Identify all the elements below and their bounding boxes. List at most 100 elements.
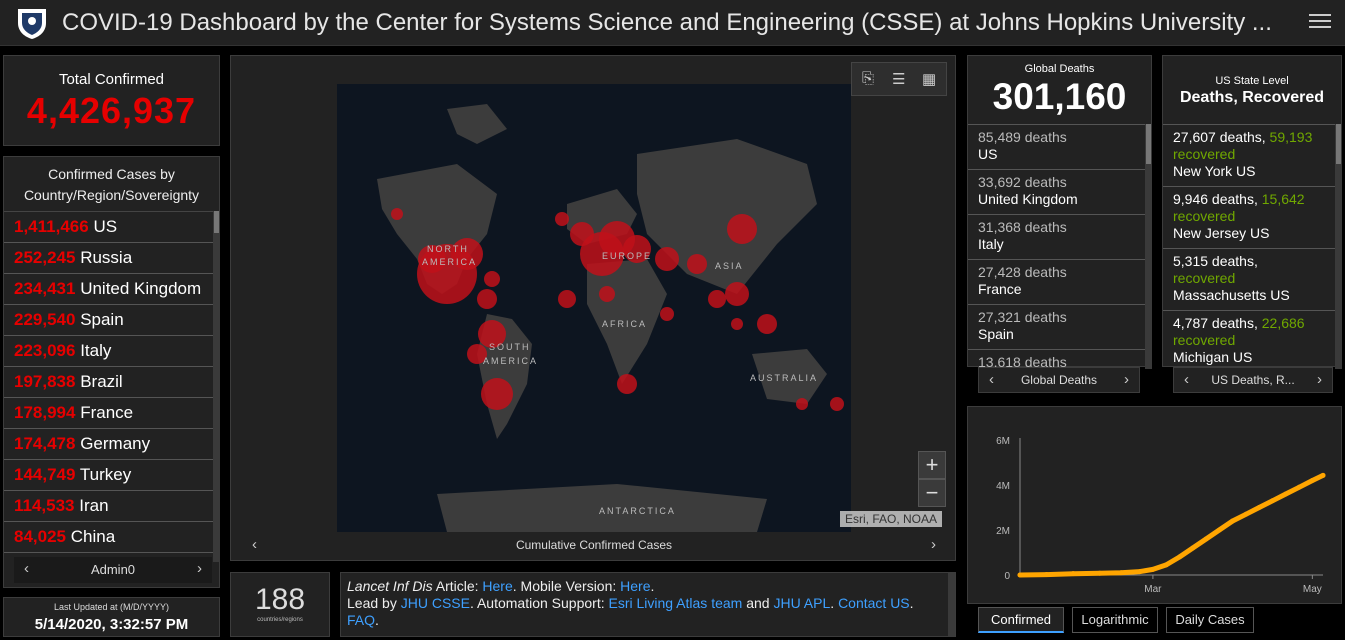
country-name: China [70, 527, 116, 546]
next-arrow-icon[interactable]: › [931, 536, 936, 553]
faq-link[interactable]: FAQ [347, 612, 376, 628]
death-place: France [978, 281, 1022, 297]
map-label-north: NORTH [427, 244, 469, 254]
basemap-gallery-icon[interactable]: ▦ [922, 71, 937, 88]
next-arrow-icon[interactable]: › [197, 560, 202, 577]
global-deaths-label: Global Deaths [1024, 63, 1095, 75]
lancet-label: Lancet Inf Dis [347, 578, 433, 594]
country-list-item[interactable]: 197,838 Brazil [4, 367, 213, 398]
jhu-csse-link[interactable]: JHU CSSE [400, 595, 470, 611]
global-deaths-scrollbar[interactable] [1145, 124, 1152, 369]
map-toolbar: ⎘ ☰ ▦ [851, 62, 947, 96]
confirmed-line-chart: 0 2M 4M 6M Mar May [996, 436, 1326, 595]
confirmed-data-point [1216, 527, 1222, 533]
country-list-item[interactable]: 223,096 Italy [4, 336, 213, 367]
esri-link[interactable]: Esri Living Atlas team [608, 595, 743, 611]
last-updated-panel: Last Updated at (M/D/YYYY) 5/14/2020, 3:… [3, 597, 220, 637]
state-deaths: 4,787 deaths, [1173, 315, 1262, 331]
global-deaths-item[interactable]: 31,368 deaths Italy [968, 215, 1145, 260]
countries-count-panel: 188 countries/regions [230, 572, 330, 637]
country-confirmed-count: 178,994 [14, 403, 76, 422]
country-list-item[interactable]: 84,025 China [4, 522, 213, 553]
us-state-list[interactable]: 27,607 deaths, 59,193 recovered New York U… [1163, 124, 1335, 369]
menu-icon[interactable] [1309, 10, 1331, 32]
country-list-item[interactable]: 1,411,466 US [4, 212, 213, 243]
bookmark-icon[interactable]: ⎘ [862, 70, 875, 87]
article-link[interactable]: Here [482, 578, 513, 594]
info-panel: Lancet Inf Dis Article: Here. Mobile Ver… [340, 572, 956, 637]
info-scrollbar[interactable] [948, 573, 955, 636]
country-list-item[interactable]: 234,431 United Kingdom [4, 274, 213, 305]
map-label-asia: ASIA [715, 261, 744, 271]
map-label-north-america: AMERICA [422, 257, 477, 267]
global-deaths-item[interactable]: 27,428 deaths France [968, 260, 1145, 305]
map-attribution: Esri, FAO, NOAA [839, 511, 942, 527]
tab-confirmed[interactable]: Confirmed [978, 607, 1064, 633]
country-name: Iran [79, 496, 109, 515]
contact-link[interactable]: Contact US [838, 595, 910, 611]
prev-arrow-icon[interactable]: ‹ [1184, 371, 1189, 388]
next-arrow-icon[interactable]: › [1317, 371, 1322, 388]
confirmed-data-point [1017, 572, 1023, 578]
country-name: Spain [80, 310, 124, 329]
tab-daily-cases[interactable]: Daily Cases [1166, 607, 1254, 633]
next-arrow-icon[interactable]: › [1124, 371, 1129, 388]
global-deaths-pager-label: Global Deaths [1020, 373, 1098, 387]
state-deaths: 27,607 deaths, [1173, 129, 1270, 145]
country-confirmed-count: 174,478 [14, 434, 76, 453]
global-deaths-pager: ‹ Global Deaths › [978, 367, 1140, 393]
us-state-pager: ‹ US Deaths, R... › [1173, 367, 1333, 393]
confirmed-series-line [1017, 472, 1326, 578]
country-name: Russia [80, 248, 133, 267]
death-count: 27,428 deaths [978, 264, 1067, 280]
country-name: Germany [80, 434, 151, 453]
country-list-item[interactable]: 144,749 Turkey [4, 460, 213, 491]
country-list-item[interactable]: 229,540 Spain [4, 305, 213, 336]
country-list-item[interactable]: 252,245 Russia [4, 243, 213, 274]
global-deaths-item[interactable]: 13,618 deaths [968, 350, 1145, 369]
us-state-label: US State Level [1215, 75, 1289, 87]
country-list-scrollbar[interactable] [213, 211, 220, 562]
country-list[interactable]: 1,411,466 US 252,245 Russia 234,431 United… [4, 211, 213, 562]
global-deaths-item[interactable]: 27,321 deaths Spain [968, 305, 1145, 350]
country-list-item[interactable]: 174,478 Germany [4, 429, 213, 460]
global-deaths-list[interactable]: 85,489 deaths US 33,692 deaths United Kingd… [968, 124, 1145, 369]
prev-arrow-icon[interactable]: ‹ [252, 536, 257, 553]
country-list-item[interactable]: 178,994 France [4, 398, 213, 429]
last-updated-value: 5/14/2020, 3:32:57 PM [34, 616, 189, 633]
state-recovered-count: 59,193 [1269, 129, 1313, 145]
country-confirmed-count: 234,431 [14, 279, 76, 298]
continents [377, 104, 827, 532]
us-state-item[interactable]: 4,787 deaths, 22,686 recovered Michigan US [1163, 311, 1335, 369]
us-state-item[interactable]: 5,315 deaths, recovered Massachusetts US [1163, 249, 1335, 311]
country-list-item[interactable]: 114,533 Iran [4, 491, 213, 522]
us-state-pager-label: US Deaths, R... [1211, 373, 1295, 387]
us-state-item[interactable]: 27,607 deaths, 59,193 recovered New York U… [1163, 125, 1335, 187]
map-label-south-america: AMERICA [483, 356, 538, 366]
country-name: Brazil [80, 372, 123, 391]
global-deaths-item[interactable]: 33,692 deaths United Kingdom [968, 170, 1145, 215]
world-map[interactable]: NORTH AMERICA EUROPE ASIA AFRICA SOUTH A… [337, 84, 851, 532]
state-name: Michigan US [1173, 349, 1253, 365]
mobile-version-link[interactable]: Here [620, 578, 651, 594]
jhu-apl-link[interactable]: JHU APL [773, 595, 831, 611]
country-confirmed-count: 197,838 [14, 372, 76, 391]
zoom-out-button[interactable]: − [918, 479, 946, 507]
prev-arrow-icon[interactable]: ‹ [989, 371, 994, 388]
page-title: COVID-19 Dashboard by the Center for Sys… [62, 9, 1272, 36]
global-deaths-item[interactable]: 85,489 deaths US [968, 125, 1145, 170]
x-tick-label: Mar [1144, 584, 1162, 595]
us-state-scrollbar[interactable] [1335, 124, 1342, 369]
death-place: US [978, 146, 998, 162]
zoom-in-button[interactable]: + [918, 451, 946, 479]
confirmed-data-point [1044, 572, 1050, 578]
list-icon[interactable]: ☰ [892, 71, 906, 88]
state-recovered-label: recovered [1173, 146, 1236, 162]
tab-logarithmic[interactable]: Logarithmic [1072, 607, 1158, 633]
map-label-europe: EUROPE [602, 251, 652, 261]
death-count: 13,618 deaths [978, 354, 1067, 369]
prev-arrow-icon[interactable]: ‹ [24, 560, 29, 577]
confirmed-data-point [1203, 536, 1209, 542]
confirmed-data-point [1320, 472, 1326, 478]
us-state-item[interactable]: 9,946 deaths, 15,642 recovered New Jersey … [1163, 187, 1335, 249]
